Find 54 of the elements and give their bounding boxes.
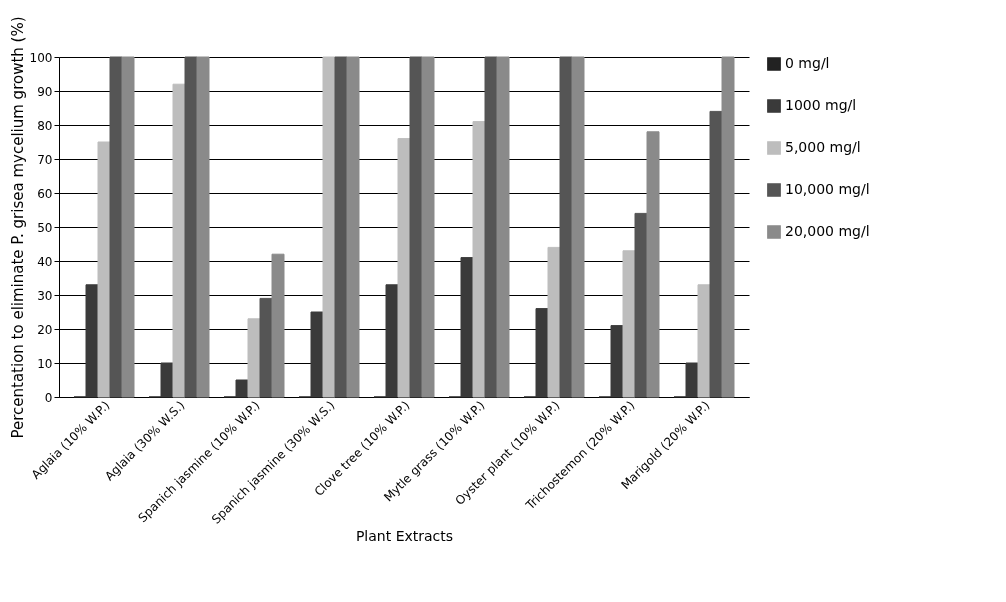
legend-label: 20,000 mg/l <box>785 223 870 239</box>
bar <box>385 284 399 398</box>
y-axis-title: Percentation to eliminate P. grisea mycelium growth (%) <box>8 16 27 439</box>
bar <box>685 362 699 398</box>
bar <box>472 121 486 398</box>
y-tick-label: 40 <box>37 254 53 269</box>
bar <box>397 138 411 398</box>
bar <box>721 56 735 398</box>
bar <box>559 56 573 398</box>
bar <box>460 257 474 398</box>
bar <box>85 284 99 398</box>
bar <box>235 379 249 398</box>
y-tick-label: 100 <box>29 50 53 65</box>
bar <box>109 56 123 398</box>
bar <box>259 297 273 398</box>
legend-label: 0 mg/l <box>785 55 830 71</box>
legend-label: 1000 mg/l <box>785 97 857 113</box>
x-axis-title: Plant Extracts <box>355 528 454 544</box>
bar <box>634 212 648 398</box>
y-tick-label: 0 <box>44 390 53 405</box>
bar <box>160 362 174 398</box>
bar <box>97 141 111 398</box>
y-tick-label: 20 <box>37 322 53 337</box>
bar <box>322 56 336 398</box>
bar <box>535 308 549 398</box>
y-tick-label: 70 <box>37 152 53 167</box>
bar <box>196 56 210 398</box>
bar <box>547 246 561 398</box>
legend-label: 10,000 mg/l <box>785 181 870 197</box>
bar <box>622 250 636 398</box>
y-tick-label: 10 <box>37 356 53 371</box>
bar <box>172 83 186 398</box>
bar <box>271 253 285 398</box>
legend-label: 5,000 mg/l <box>785 139 861 155</box>
bar <box>421 56 435 398</box>
bar <box>571 56 585 398</box>
y-tick-label: 60 <box>37 186 53 201</box>
bar <box>334 56 348 398</box>
bar <box>484 56 498 398</box>
bar <box>346 56 360 398</box>
bar <box>646 131 660 398</box>
y-tick-label: 90 <box>37 84 53 99</box>
y-tick-label: 30 <box>37 288 53 303</box>
bar <box>247 318 261 398</box>
bar <box>697 284 711 398</box>
bar <box>121 56 135 398</box>
bar <box>310 311 324 398</box>
bar <box>709 110 723 398</box>
bar <box>409 56 423 398</box>
bar <box>496 56 510 398</box>
y-tick-label: 80 <box>37 118 53 133</box>
bar <box>610 325 624 398</box>
bar <box>184 56 198 398</box>
y-tick-label: 50 <box>37 220 53 235</box>
